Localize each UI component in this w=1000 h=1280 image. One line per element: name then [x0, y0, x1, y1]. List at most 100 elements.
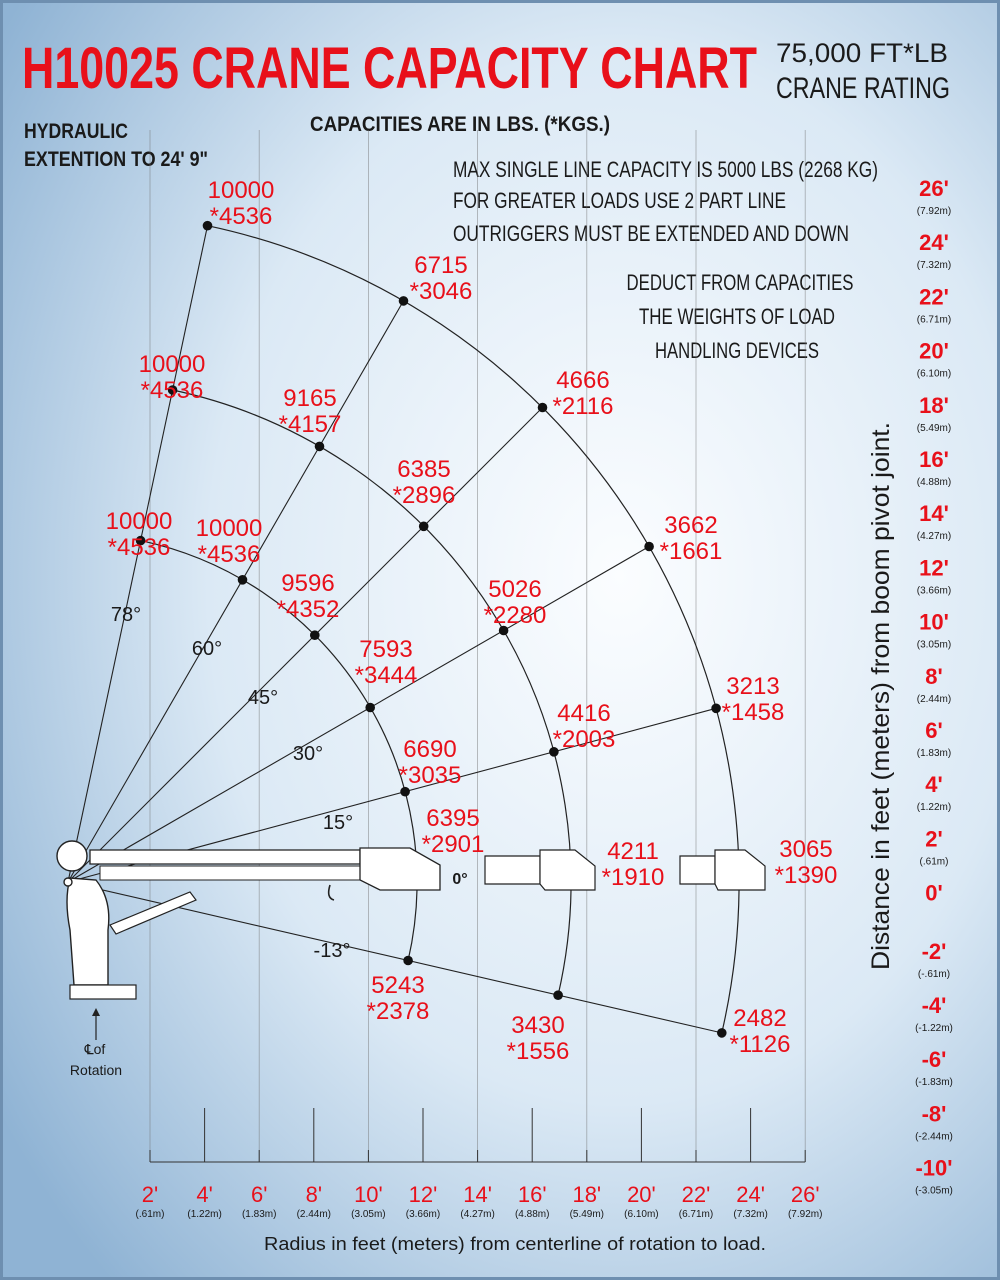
capacity-kgs: *1126 [730, 1031, 791, 1058]
capacity-lbs: 6395 [426, 805, 479, 832]
x-tick-metric: (.61m) [136, 1209, 165, 1220]
capacity-lbs: 3430 [511, 1012, 564, 1039]
capacity-point [314, 441, 325, 452]
y-tick-label: -4' [922, 993, 947, 1018]
x-tick-label: 2' [142, 1182, 158, 1207]
x-tick-label: 18' [572, 1182, 601, 1207]
y-tick-metric: (6.71m) [917, 314, 951, 325]
y-tick-metric: (6.10m) [917, 369, 951, 380]
capacity-kgs: *4536 [141, 377, 204, 404]
angle-label: 60° [192, 638, 222, 660]
capacity-lbs: 10000 [106, 508, 173, 535]
capacity-lbs: 5243 [371, 972, 424, 999]
y-tick-label: 10' [919, 610, 949, 635]
y-tick-label: -2' [922, 939, 947, 964]
angle-label: 0° [452, 871, 467, 888]
y-tick-metric: (-2.44m) [915, 1131, 953, 1142]
capacity-kgs: *4352 [277, 596, 340, 623]
capacity-kgs: *4536 [108, 534, 171, 561]
y-axis: 26' (7.92m) 24' (7.32m) 22' (6.71m) 20' (6.10m)… [915, 176, 953, 1197]
note-deduct-line3: HANDLING DEVICES [655, 338, 819, 363]
boom-extension-2 [484, 855, 541, 885]
capacity-lbs: 4666 [556, 367, 609, 394]
units-note: CAPACITIES ARE IN LBS. (*KGS.) [310, 113, 610, 136]
capacity-kgs: *3444 [355, 662, 418, 689]
capacity-lbs: 7593 [359, 636, 412, 663]
x-tick-metric: (4.27m) [460, 1209, 494, 1220]
boom-pivot-icon [63, 877, 73, 887]
note-deduct-line1: DEDUCT FROM CAPACITIES [627, 270, 854, 295]
angle-label: 78° [111, 604, 141, 626]
x-tick-label: 26' [791, 1182, 820, 1207]
y-tick-label: 26' [919, 176, 949, 201]
extension-label-line1: HYDRAULIC [24, 120, 128, 143]
capacity-point [498, 625, 509, 636]
capacity-lbs: 4211 [607, 838, 659, 865]
y-tick-label: 2' [925, 826, 942, 851]
crane-pedestal [66, 877, 110, 986]
capacity-lbs: 6690 [403, 736, 456, 763]
capacity-lbs: 3662 [664, 512, 717, 539]
capacity-kgs: *2116 [553, 393, 614, 420]
y-tick-label: 16' [919, 447, 949, 472]
x-tick-metric: (2.44m) [297, 1209, 331, 1220]
x-axis: 2' (.61m) 4' (1.22m) 6' (1.83m) 8' (2.44m) 10' (3… [136, 1108, 822, 1220]
angle-labels: 78° 60° 45° 30° 15° 0° -13° [111, 604, 468, 962]
y-tick-metric: (-.61m) [918, 969, 950, 980]
capacity-kgs: *2280 [484, 602, 547, 629]
capacity-lbs: 3213 [726, 673, 779, 700]
boom-lower-section [99, 865, 361, 881]
x-tick-metric: (7.32m) [733, 1209, 767, 1220]
x-tick-label: 4' [196, 1182, 212, 1207]
boom-ray [67, 300, 404, 883]
x-tick-metric: (7.92m) [788, 1209, 822, 1220]
x-axis-title: Radius in feet (meters) from centerline … [264, 1234, 766, 1254]
note-outriggers: OUTRIGGERS MUST BE EXTENDED AND DOWN [453, 221, 849, 246]
angle-label: 45° [248, 687, 278, 709]
y-tick-label: 22' [919, 284, 949, 309]
capacity-lbs: 9165 [283, 385, 336, 412]
x-tick-metric: (4.88m) [515, 1209, 549, 1220]
crane-drawing [56, 840, 766, 1040]
x-tick-label: 16' [518, 1182, 547, 1207]
y-tick-metric: (3.05m) [917, 640, 951, 651]
capacity-lbs: 10000 [208, 177, 275, 204]
capacity-point [644, 541, 654, 552]
x-tick-label: 12' [409, 1182, 438, 1207]
capacity-kgs: *1661 [660, 538, 723, 565]
capacity-point [400, 786, 410, 797]
rotation-label-line2: Rotation [70, 1062, 122, 1078]
boom-tip-2 [539, 849, 596, 891]
capacity-labels: 10000*453610000*453610000*453610000*4536… [106, 177, 838, 1065]
capacity-point [537, 402, 548, 413]
y-tick-metric: (3.66m) [917, 585, 951, 596]
capacity-lbs: 10000 [139, 351, 206, 378]
y-tick-label: 24' [919, 230, 949, 255]
boom-tip-3 [714, 849, 766, 891]
boom-ray [67, 407, 543, 883]
y-tick-label: 12' [919, 555, 949, 580]
x-tick-label: 10' [354, 1182, 383, 1207]
capacity-point [717, 1028, 727, 1038]
y-tick-metric: (1.83m) [917, 748, 951, 759]
y-tick-label: 14' [919, 501, 949, 526]
capacity-kgs: *3035 [399, 762, 462, 789]
capacity-lbs: 3065 [779, 836, 832, 863]
boom-extension-3 [679, 855, 716, 885]
x-tick-label: 14' [463, 1182, 492, 1207]
capacity-point [711, 703, 721, 714]
y-tick-metric: (1.22m) [917, 802, 951, 813]
y-tick-metric: (5.49m) [917, 423, 951, 434]
capacity-kgs: *2901 [422, 831, 485, 858]
y-tick-metric: (-1.22m) [915, 1023, 953, 1034]
y-tick-label: 20' [919, 339, 949, 364]
crane-base-plate [69, 984, 137, 1000]
capacity-point [403, 955, 413, 966]
y-tick-metric: (-3.05m) [915, 1186, 953, 1197]
capacity-kgs: *2003 [553, 726, 616, 753]
capacity-lbs: 6715 [414, 252, 467, 279]
